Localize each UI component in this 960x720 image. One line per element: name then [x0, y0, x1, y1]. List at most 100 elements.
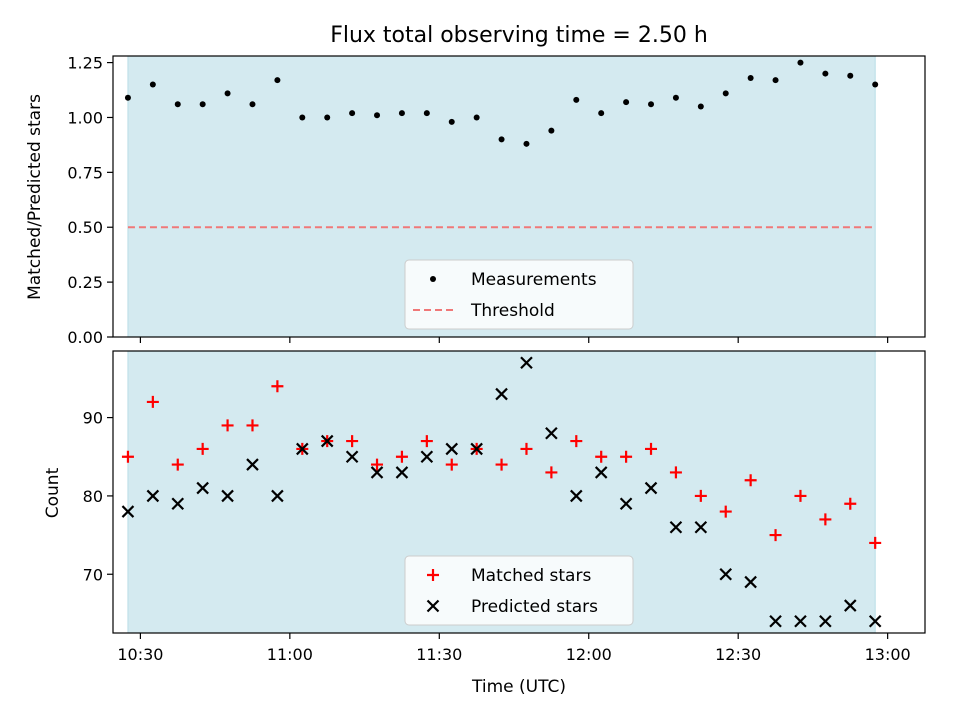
count-panel: 70 80 90 10:30 11:00 11:30 12:00 12:30 13:00 Matc…	[83, 350, 926, 664]
matched-stars-point	[171, 458, 184, 471]
predicted-stars-point	[769, 614, 782, 628]
measurement-point	[648, 101, 655, 108]
measurement-point	[299, 114, 306, 121]
measurement-point	[797, 59, 804, 66]
matched-stars-point	[645, 442, 658, 455]
measurement-point	[423, 110, 430, 117]
matched-stars-point	[769, 529, 782, 542]
predicted-stars-point	[744, 575, 757, 589]
x-tick-label: 11:30	[416, 645, 462, 664]
x-axis-label: Time (UTC)	[471, 677, 566, 697]
measurement-point	[872, 81, 879, 88]
predicted-stars-point	[121, 505, 135, 518]
measurement-point	[249, 101, 256, 108]
matched-stars-point	[246, 419, 259, 432]
matched-stars-point	[346, 435, 359, 448]
measurement-point	[523, 140, 530, 147]
predicted-stars-point	[470, 442, 483, 456]
x-tick-label: 12:00	[566, 645, 612, 664]
matched-stars-point	[869, 536, 882, 549]
matched-stars-point	[595, 450, 608, 463]
predicted-stars-point	[520, 356, 533, 370]
predicted-stars-point	[495, 387, 508, 401]
predicted-stars-point	[868, 614, 882, 628]
predicted-stars-point	[196, 481, 209, 495]
matched-stars-point	[445, 458, 458, 471]
axes-frame	[112, 55, 926, 338]
matched-stars-point	[146, 395, 159, 408]
y-tick-label: 0.50	[67, 218, 103, 237]
legend-predicted-marker	[426, 599, 440, 613]
measurement-point	[349, 110, 356, 117]
y-tick-label: 1.25	[67, 54, 103, 73]
measurement-point	[498, 136, 505, 143]
predicted-stars-point	[619, 497, 633, 511]
matched-stars-point	[844, 497, 857, 510]
legend: Measurements Threshold	[404, 259, 634, 330]
y-tick-label: 1.00	[67, 108, 103, 127]
measurement-point	[847, 72, 854, 79]
predicted-stars-point	[843, 599, 857, 612]
measurement-point	[174, 101, 181, 108]
predicted-stars-point	[246, 458, 259, 471]
measurement-point	[598, 110, 605, 117]
matched-stars-point	[395, 450, 408, 463]
matched-stars-point	[669, 466, 682, 479]
y-tick-label: 0.75	[67, 163, 103, 182]
axes-frame	[112, 350, 926, 634]
y-tick-label: 80	[83, 487, 103, 506]
chart-title: Flux total observing time = 2.50 h	[330, 23, 708, 48]
measurement-point	[623, 99, 630, 106]
matched-stars-point	[420, 435, 433, 448]
x-tick-label: 11:00	[267, 645, 313, 664]
measurement-point	[747, 74, 754, 81]
predicted-stars-point	[694, 520, 708, 534]
legend-matched-marker	[427, 569, 439, 581]
matched-stars-point	[371, 458, 384, 471]
legend-box	[404, 259, 634, 330]
measurement-point	[697, 103, 704, 110]
measurement-point	[722, 90, 729, 97]
y-tick-label: 0.25	[67, 273, 103, 292]
x-tick-label: 10:30	[117, 645, 163, 664]
matched-stars-point	[794, 489, 807, 502]
series-predicted-stars	[121, 356, 882, 628]
y-tick-label: 70	[83, 565, 103, 584]
measurement-point	[224, 90, 231, 97]
matched-stars-point	[545, 466, 558, 479]
measurement-point	[199, 101, 206, 108]
predicted-stars-point	[395, 466, 409, 479]
measurement-point	[473, 114, 480, 121]
measurement-point	[672, 94, 679, 101]
legend-entry-label: Matched stars	[471, 566, 591, 586]
matched-stars-point	[694, 489, 707, 502]
legend-measurement-marker	[430, 276, 436, 282]
legend-entry-label: Predicted stars	[471, 597, 598, 617]
predicted-stars-point	[545, 426, 558, 440]
measurement-point	[398, 110, 405, 117]
matched-stars-point	[744, 474, 757, 487]
predicted-stars-point	[146, 489, 160, 503]
measurement-point	[822, 70, 829, 77]
x-tick-label: 12:30	[715, 645, 761, 664]
predicted-stars-point	[271, 489, 284, 503]
predicted-stars-point	[719, 567, 733, 581]
top-y-axis-label: Matched/Predicted stars	[25, 94, 45, 300]
y-tick-label: 0.00	[67, 328, 103, 347]
matched-stars-point	[221, 419, 234, 432]
predicted-stars-point	[320, 434, 334, 448]
predicted-stars-point	[794, 614, 807, 628]
predicted-stars-point	[644, 481, 658, 495]
series-measurements	[124, 59, 879, 147]
predicted-stars-point	[345, 450, 359, 464]
matched-stars-point	[196, 442, 209, 455]
predicted-stars-point	[221, 489, 234, 503]
measurement-point	[548, 127, 555, 134]
predicted-stars-point	[669, 520, 683, 534]
predicted-stars-point	[570, 489, 583, 503]
predicted-stars-point	[296, 442, 309, 456]
matched-stars-point	[620, 450, 633, 463]
measurement-point	[149, 81, 156, 88]
matched-stars-point	[819, 513, 832, 526]
